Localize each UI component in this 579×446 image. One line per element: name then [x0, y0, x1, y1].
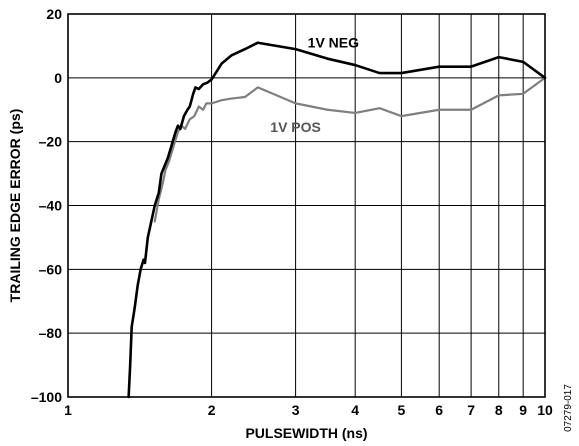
x-tick-label: 3 — [292, 402, 300, 418]
x-tick-label: 7 — [467, 402, 475, 418]
figure-id: 07279-017 — [563, 384, 574, 432]
y-tick-label: –60 — [39, 261, 63, 277]
x-tick-label: 10 — [537, 402, 553, 418]
y-tick-label: –80 — [39, 325, 63, 341]
series-line-1v-neg — [127, 41, 547, 399]
series-labels: 1V NEG 1V POS — [270, 35, 359, 136]
y-tick-label: –100 — [31, 389, 62, 405]
y-axis-title: TRAILING EDGE ERROR (ps) — [7, 109, 23, 303]
grid — [68, 14, 545, 397]
x-tick-label: 1 — [64, 402, 72, 418]
series-label-1v-neg: 1V NEG — [308, 35, 359, 51]
x-tick-label: 9 — [519, 402, 527, 418]
series-lines — [127, 41, 547, 399]
y-tick-label: –20 — [39, 134, 63, 150]
x-tick-label: 6 — [435, 402, 443, 418]
y-tick-label: –40 — [39, 198, 63, 214]
series-line-1v-pos — [153, 76, 547, 223]
tick-labels: 1 2 3 4 5 6 7 8 9 10 20 0 –20 –40 –60 –80 –100 — [31, 6, 553, 418]
y-tick-label: 0 — [54, 70, 62, 86]
x-axis-title: PULSEWIDTH (ns) — [245, 425, 367, 441]
x-tick-label: 5 — [398, 402, 406, 418]
y-tick-label: 20 — [46, 6, 62, 22]
plot-frame — [67, 13, 546, 398]
x-tick-label: 2 — [208, 402, 216, 418]
x-tick-label: 4 — [351, 402, 359, 418]
x-tick-label: 8 — [495, 402, 503, 418]
series-label-1v-pos: 1V POS — [270, 119, 321, 135]
